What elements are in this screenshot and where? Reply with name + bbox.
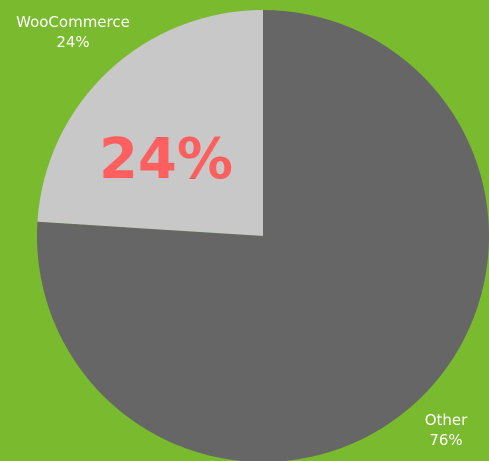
slice-value-other: 76%: [429, 431, 462, 449]
slice-label-woocommerce: WooCommerce: [16, 13, 130, 31]
pie-slice-other: [37, 10, 489, 461]
slice-label-other: Other: [425, 411, 468, 429]
highlight-percentage: 24%: [99, 127, 233, 192]
pie-slices: [37, 10, 489, 461]
pie-slice-woocommerce: [37, 10, 264, 236]
slice-value-woocommerce: 24%: [56, 33, 89, 51]
